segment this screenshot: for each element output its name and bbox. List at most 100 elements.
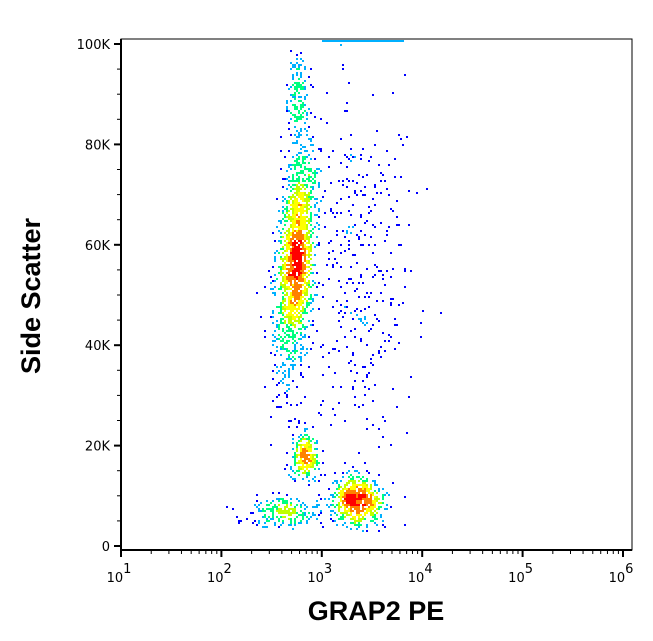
event-dot [372, 504, 374, 506]
event-dot [372, 520, 374, 522]
event-dot [380, 514, 382, 516]
event-dot [336, 40, 338, 42]
event-dot [302, 82, 304, 84]
event-dot [296, 266, 298, 268]
event-dot [274, 240, 276, 242]
event-dot [294, 364, 296, 366]
event-dot [308, 280, 310, 282]
event-dot [354, 328, 356, 330]
event-dot [302, 478, 304, 480]
event-dot [304, 96, 306, 98]
event-dot [380, 222, 382, 224]
event-dot [378, 498, 380, 500]
event-dot [304, 278, 306, 280]
event-dot [404, 524, 406, 526]
event-dot [298, 444, 300, 446]
event-dot [300, 194, 302, 196]
event-dot [286, 188, 288, 190]
event-dot [352, 386, 354, 388]
event-dot [290, 262, 292, 264]
event-dot [308, 472, 310, 474]
event-dot [352, 516, 354, 518]
event-dot [308, 250, 310, 252]
event-dot [310, 224, 312, 226]
event-dot [304, 290, 306, 292]
event-dot [294, 240, 296, 242]
event-dot [300, 148, 302, 150]
event-dot [314, 468, 316, 470]
event-dot [310, 248, 312, 250]
event-dot [358, 512, 360, 514]
event-dot [306, 302, 308, 304]
event-dot [288, 164, 290, 166]
event-dot [360, 524, 362, 526]
event-dot [296, 192, 298, 194]
event-dot [358, 508, 360, 510]
event-dot [252, 522, 254, 524]
event-dot [312, 438, 314, 440]
event-dot [306, 304, 308, 306]
event-dot [288, 214, 290, 216]
event-dot [390, 336, 392, 338]
event-dot [288, 288, 290, 290]
event-dot [292, 360, 294, 362]
event-dot [288, 230, 290, 232]
event-dot [310, 268, 312, 270]
event-dot [282, 200, 284, 202]
event-dot [302, 210, 304, 212]
event-dot [360, 518, 362, 520]
event-dot [282, 512, 284, 514]
event-dot [294, 220, 296, 222]
event-dot [302, 158, 304, 160]
event-dot [292, 292, 294, 294]
event-dot [292, 258, 294, 260]
event-dot [292, 212, 294, 214]
event-dot [300, 224, 302, 226]
event-dot [276, 326, 278, 328]
event-dot [384, 508, 386, 510]
event-dot [300, 232, 302, 234]
event-dot [340, 304, 342, 306]
event-dot [286, 494, 288, 496]
event-dot [280, 248, 282, 250]
event-dot [312, 478, 314, 480]
event-dot [288, 318, 290, 320]
event-dot [296, 218, 298, 220]
event-dot [298, 112, 300, 114]
event-dot [344, 292, 346, 294]
event-dot [334, 520, 336, 522]
event-dot [368, 244, 370, 246]
event-dot [302, 178, 304, 180]
event-dot [306, 290, 308, 292]
event-dot [308, 236, 310, 238]
event-dot [378, 270, 380, 272]
event-dot [350, 480, 352, 482]
event-dot [274, 354, 276, 356]
event-dot [280, 268, 282, 270]
event-dot [282, 280, 284, 282]
event-dot [300, 364, 302, 366]
event-dot [292, 322, 294, 324]
event-dot [296, 116, 298, 118]
event-dot [282, 268, 284, 270]
event-dot [308, 220, 310, 222]
event-dot [284, 306, 286, 308]
event-dot [278, 312, 280, 314]
event-dot [280, 266, 282, 268]
event-dot [294, 274, 296, 276]
event-dot [332, 510, 334, 512]
event-dot [296, 58, 298, 60]
event-dot [282, 338, 284, 340]
event-dot [294, 522, 296, 524]
event-dot [312, 458, 314, 460]
event-dot [300, 230, 302, 232]
event-dot [368, 40, 370, 42]
event-dot [302, 116, 304, 118]
event-dot [298, 232, 300, 234]
event-dot [372, 198, 374, 200]
event-dot [350, 148, 352, 150]
event-dot [354, 500, 356, 502]
event-dot [308, 518, 310, 520]
event-dot [304, 326, 306, 328]
event-dot [298, 176, 300, 178]
